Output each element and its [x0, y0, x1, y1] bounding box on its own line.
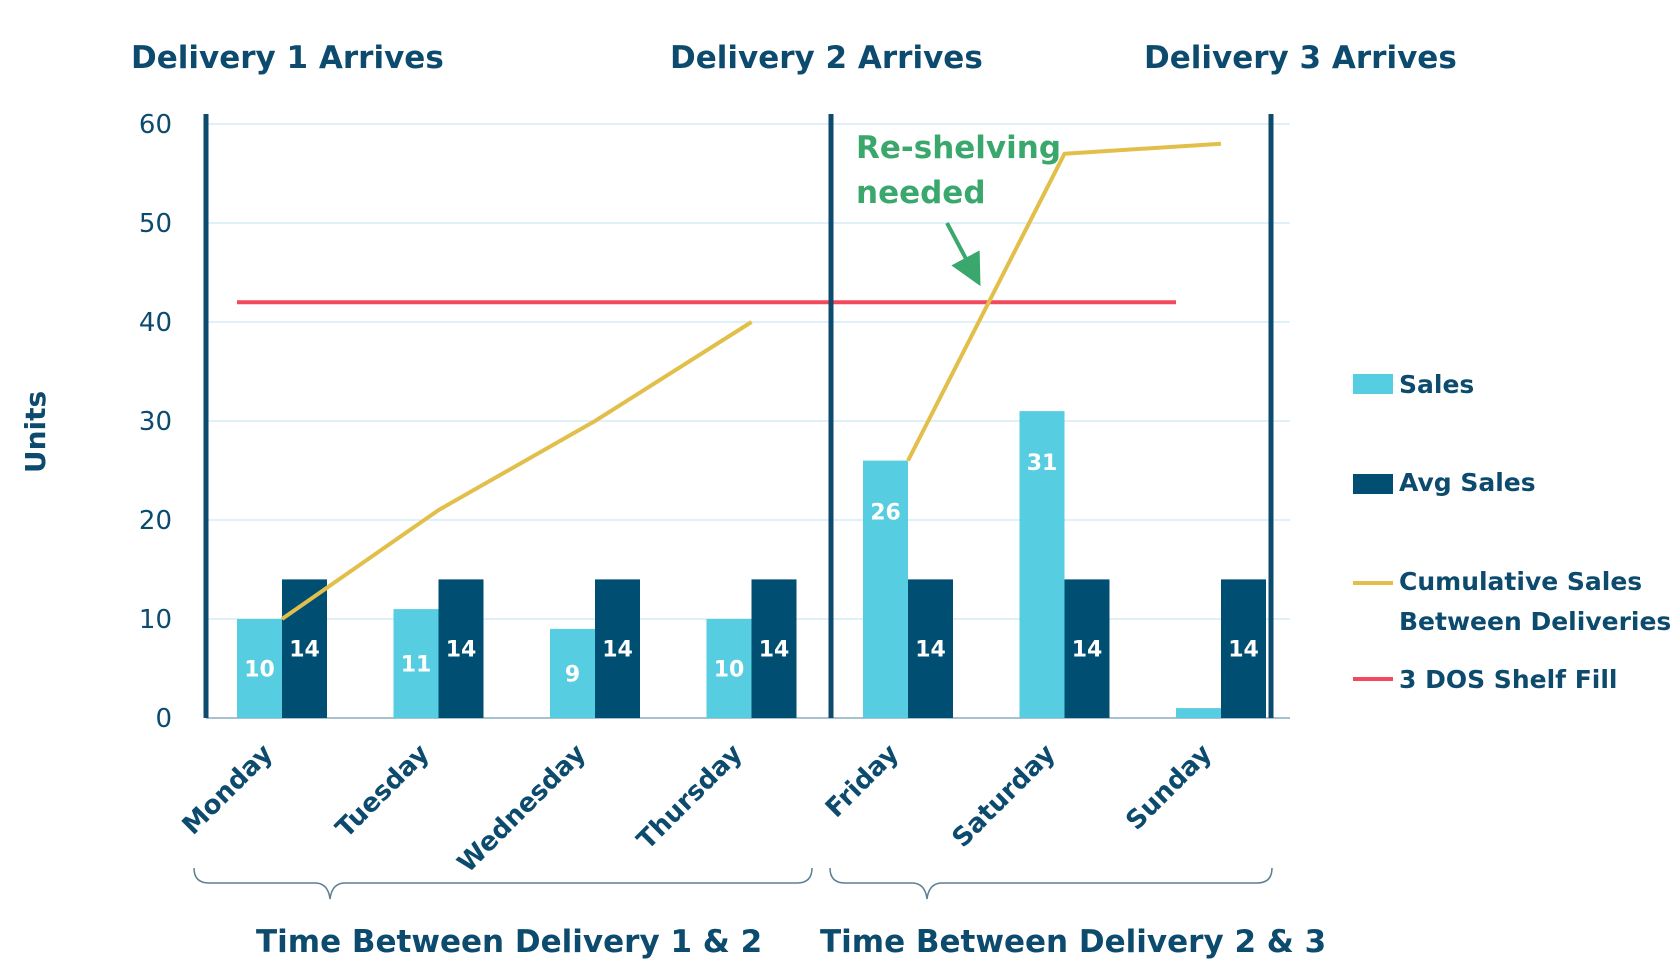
y-tick-60: 60: [139, 110, 172, 140]
sales-bar-sunday: [1176, 708, 1221, 718]
sales-label-monday: 10: [244, 658, 275, 683]
annotation-arrow: [945, 222, 981, 287]
delivery-1-header: Delivery 1 Arrives: [131, 40, 444, 76]
sales-bar-friday: [863, 460, 908, 718]
avg-sales-bar-wednesday: [595, 579, 640, 718]
avg-sales-bar-thursday: [751, 579, 797, 718]
avg-sales-bar-sunday: [1221, 579, 1266, 718]
x-category-sunday: Sunday: [1120, 739, 1218, 837]
avg-sales-label-monday: 14: [289, 638, 320, 663]
legend-label-sales: Sales: [1399, 370, 1474, 399]
y-tick-20: 20: [139, 506, 172, 536]
avg-sales-bar-friday: [908, 579, 953, 718]
delivery-2-header: Delivery 2 Arrives: [670, 40, 983, 76]
annotation-line-1: Re-shelving: [856, 130, 1061, 166]
avg-sales-label-saturday: 14: [1072, 638, 1103, 663]
x-category-wednesday: Wednesday: [452, 739, 592, 879]
y-tick-0: 0: [155, 704, 172, 734]
sales-bar-monday: [237, 619, 282, 718]
sales-label-friday: 26: [870, 501, 901, 526]
bar-value-labels: 10 14 11 14 9 14 10 14 26 14 31 14 14: [244, 451, 1259, 687]
sales-bar-tuesday: [393, 609, 439, 718]
annotation-line-2: needed: [856, 175, 986, 211]
y-tick-40: 40: [139, 308, 172, 338]
x-category-saturday: Saturday: [947, 739, 1062, 854]
cumulative-line-group: [280, 141, 1222, 621]
period-brace-2: [829, 867, 1273, 900]
y-axis-ticks: 0 10 20 30 40 50 60: [139, 110, 172, 734]
legend-label-cumulative-1: Cumulative Sales: [1399, 567, 1642, 596]
legend-label-cumulative-2: Between Deliveries: [1399, 607, 1671, 636]
avg-sales-label-thursday: 14: [759, 638, 790, 663]
avg-sales-label-friday: 14: [915, 638, 946, 663]
x-axis-categories: Monday Tuesday Wednesday Thursday Friday Satu…: [177, 739, 1218, 879]
period-brace-1: [193, 867, 813, 900]
y-tick-30: 30: [139, 407, 172, 437]
sales-label-thursday: 10: [714, 658, 745, 683]
legend-swatch-avg-sales: [1353, 474, 1393, 494]
sales-label-wednesday: 9: [565, 662, 580, 687]
cumulative-line-segment-1: [280, 320, 753, 621]
cumulative-line-segment-2: [906, 141, 1222, 462]
sales-bar-saturday: [1019, 411, 1065, 718]
sales-bar-thursday: [706, 619, 752, 718]
x-category-tuesday: Tuesday: [330, 739, 435, 844]
legend-label-avg-sales: Avg Sales: [1399, 468, 1536, 497]
avg-sales-label-sunday: 14: [1228, 638, 1259, 663]
avg-sales-bar-saturday: [1064, 579, 1110, 718]
y-axis-label: Units: [19, 391, 52, 473]
y-tick-50: 50: [139, 209, 172, 239]
avg-sales-label-wednesday: 14: [602, 638, 633, 663]
bars: [237, 411, 1266, 718]
avg-sales-bar-tuesday: [438, 579, 484, 718]
legend-swatch-sales: [1353, 374, 1393, 394]
y-tick-10: 10: [139, 605, 172, 635]
sales-bar-wednesday: [550, 628, 595, 718]
x-category-friday: Friday: [820, 739, 905, 824]
delivery-3-header: Delivery 3 Arrives: [1144, 40, 1457, 76]
period-label-2: Time Between Delivery 2 & 3: [820, 924, 1326, 960]
sales-label-saturday: 31: [1027, 451, 1058, 476]
period-label-1: Time Between Delivery 1 & 2: [256, 924, 762, 960]
sales-label-tuesday: 11: [401, 653, 432, 678]
x-category-thursday: Thursday: [632, 739, 749, 856]
avg-sales-label-tuesday: 14: [446, 638, 477, 663]
x-category-monday: Monday: [177, 739, 279, 841]
legend-label-shelf-fill: 3 DOS Shelf Fill: [1399, 665, 1618, 694]
